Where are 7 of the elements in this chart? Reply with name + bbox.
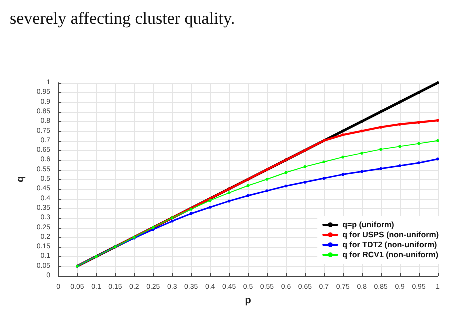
- x-axis-title: p: [245, 295, 252, 306]
- text: severely affecting cluster quality.: [10, 9, 236, 28]
- legend-label: q=p (uniform): [342, 220, 395, 230]
- legend-label: q for RCV1 (non-uniform): [342, 250, 439, 260]
- y-axis-title: q: [16, 176, 26, 183]
- legend-label: q for TDT2 (non-uniform): [342, 240, 438, 250]
- legend-label: q for USPS (non-uniform): [342, 230, 440, 240]
